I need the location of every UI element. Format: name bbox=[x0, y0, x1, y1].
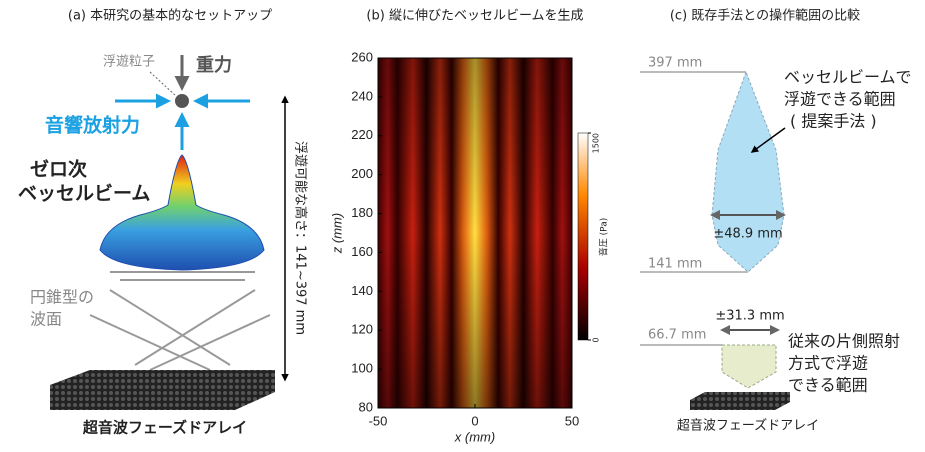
conv-height-label: 66.7 mm bbox=[648, 328, 706, 343]
y-tick-label: 200 bbox=[351, 166, 373, 181]
y-tick-label: 140 bbox=[351, 283, 373, 298]
panel-b: (b) 縦に伸びたベッセルビームを生成 x (mm) z (mm) 音圧 (Pa… bbox=[329, 9, 609, 445]
x-tick-label: 50 bbox=[565, 413, 579, 428]
colorbar bbox=[577, 132, 589, 341]
height-label: 浮遊可能な高さ：141~397 mm bbox=[293, 141, 309, 335]
panel-title: (b) 縦に伸びたベッセルビームを生成 bbox=[366, 9, 583, 24]
array-label: 超音波フェーズドアレイ bbox=[677, 418, 819, 434]
conventional-label: 従来の片側照射 bbox=[788, 332, 900, 351]
beam-label: ベッセルビーム bbox=[18, 183, 150, 205]
x-label: x (mm) bbox=[454, 429, 495, 444]
y-label: z (mm) bbox=[329, 213, 344, 254]
conventional-label: 方式で浮遊 bbox=[788, 354, 868, 373]
gravity-label: 重力 bbox=[196, 54, 232, 76]
y-tick-label: 180 bbox=[351, 205, 373, 220]
heatmap-shade bbox=[377, 57, 573, 409]
force-label: 音響放射力 bbox=[45, 114, 140, 137]
top-label: 397 mm bbox=[648, 56, 702, 71]
particle bbox=[175, 94, 189, 108]
array-label: 超音波フェーズドアレイ bbox=[82, 419, 247, 437]
y-tick-label: 80 bbox=[359, 399, 373, 414]
y-tick-label: 240 bbox=[351, 88, 373, 103]
panel-c: (c) 既存手法との操作範囲の比較 397 mm 141 mm ±48.9 mm… bbox=[640, 8, 912, 434]
conv-width-label: ±31.3 mm bbox=[715, 309, 784, 324]
x-tick-label: 0 bbox=[471, 413, 478, 428]
colorbar-tick-label: 0 bbox=[592, 337, 601, 342]
wavefront bbox=[89, 271, 271, 371]
wavefront-label: 波面 bbox=[30, 310, 62, 329]
bessel-beam bbox=[99, 154, 265, 271]
y-tick-label: 160 bbox=[351, 244, 373, 259]
conventional-range bbox=[721, 344, 777, 389]
x-tick-label: -50 bbox=[369, 413, 388, 428]
proposed-label: ( 提案手法 ) bbox=[790, 112, 877, 131]
proposed-range bbox=[711, 70, 785, 273]
colorbar-tick-label: 1500 bbox=[592, 133, 601, 153]
proposed-label: 浮遊できる範囲 bbox=[784, 90, 896, 109]
y-tick-label: 120 bbox=[351, 322, 373, 337]
y-tick-label: 260 bbox=[351, 49, 373, 64]
bottom-label: 141 mm bbox=[648, 257, 702, 272]
panel-title: (c) 既存手法との操作範囲の比較 bbox=[670, 8, 860, 24]
wavefront-label: 円錐型の bbox=[30, 288, 94, 307]
panel-title: (a) 本研究の基本的なセットアップ bbox=[68, 8, 272, 24]
panel-a: (a) 本研究の基本的なセットアップ 浮遊粒子 重力 音響放射力 ゼロ次 ベッセ… bbox=[18, 8, 309, 437]
y-tick-label: 220 bbox=[351, 127, 373, 142]
array bbox=[690, 392, 790, 410]
width-label: ±48.9 mm bbox=[713, 227, 782, 242]
colorbar-label: 音圧 (Pa) bbox=[598, 218, 610, 256]
beam-label: ゼロ次 bbox=[30, 158, 87, 181]
y-tick-label: 100 bbox=[351, 361, 373, 376]
proposed-label: ベッセルビームで bbox=[784, 68, 912, 87]
conventional-label: できる範囲 bbox=[788, 376, 868, 395]
callout-arrow bbox=[750, 127, 786, 153]
particle-label: 浮遊粒子 bbox=[103, 55, 155, 70]
leader bbox=[149, 71, 177, 97]
array bbox=[50, 370, 275, 410]
